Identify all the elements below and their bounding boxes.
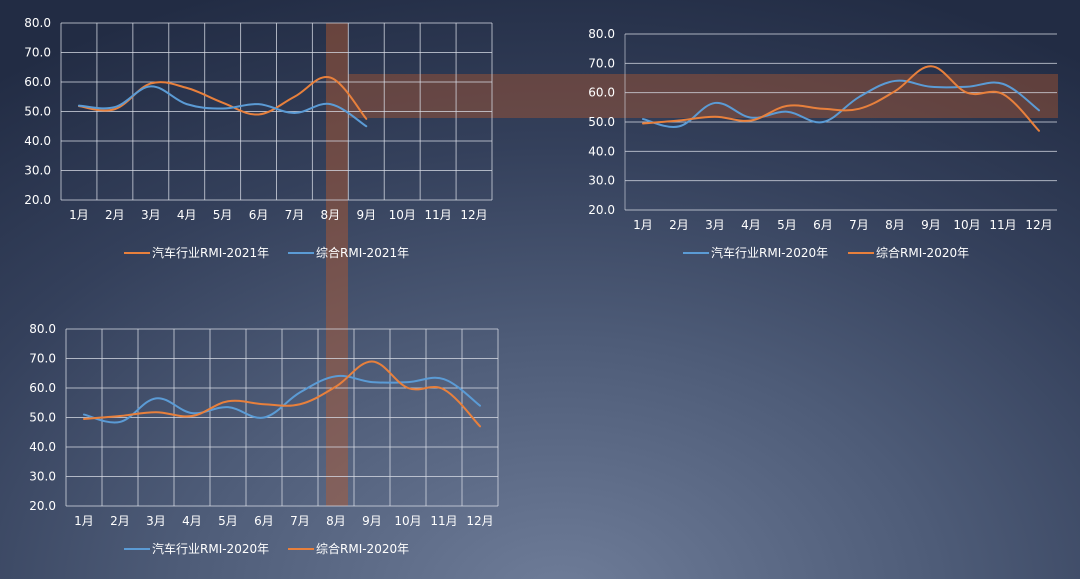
y-tick-label: 60.0 xyxy=(588,86,615,100)
x-tick-label: 10月 xyxy=(953,218,980,232)
x-tick-label: 11月 xyxy=(989,218,1016,232)
x-tick-label: 7月 xyxy=(849,218,869,232)
y-tick-label: 70.0 xyxy=(588,56,615,70)
x-tick-label: 5月 xyxy=(777,218,797,232)
series-line-2 xyxy=(77,85,368,128)
y-tick-label: 20.0 xyxy=(29,499,56,513)
y-tick-label: 80.0 xyxy=(588,27,615,41)
y-tick-label: 30.0 xyxy=(588,174,615,188)
x-tick-label: 10月 xyxy=(389,208,416,222)
x-tick-label: 5月 xyxy=(213,208,233,222)
x-tick-label: 3月 xyxy=(705,218,725,232)
x-tick-label: 9月 xyxy=(362,514,382,528)
x-tick-label: 3月 xyxy=(146,514,166,528)
legend-label: 综合RMI-2020年 xyxy=(876,245,969,260)
x-tick-label: 1月 xyxy=(69,208,89,222)
legend-label: 综合RMI-2020年 xyxy=(316,541,409,556)
y-tick-label: 70.0 xyxy=(29,352,56,366)
x-tick-label: 2月 xyxy=(105,208,125,222)
highlight-bands xyxy=(326,23,1058,506)
x-tick-label: 1月 xyxy=(633,218,653,232)
y-tick-label: 50.0 xyxy=(29,411,56,425)
x-tick-label: 9月 xyxy=(921,218,941,232)
y-tick-label: 80.0 xyxy=(24,16,51,30)
x-tick-label: 1月 xyxy=(74,514,94,528)
x-tick-label: 9月 xyxy=(356,208,376,222)
x-tick-label: 6月 xyxy=(254,514,274,528)
series-line-2 xyxy=(642,65,1040,132)
y-tick-label: 50.0 xyxy=(588,115,615,129)
x-tick-label: 7月 xyxy=(285,208,305,222)
y-tick-label: 30.0 xyxy=(29,470,56,484)
x-tick-label: 11月 xyxy=(424,208,451,222)
x-tick-label: 2月 xyxy=(669,218,689,232)
x-tick-label: 6月 xyxy=(813,218,833,232)
x-tick-label: 7月 xyxy=(290,514,310,528)
y-tick-label: 40.0 xyxy=(588,144,615,158)
line-chart-1: 20.0 30.0 40.0 50.0 60.0 70.0 80.0 1月 2月 3月 4月 5月 6月… xyxy=(24,16,493,260)
y-tick-label: 40.0 xyxy=(24,134,51,148)
x-tick-label: 8月 xyxy=(885,218,905,232)
line-chart-3: 20.0 30.0 40.0 50.0 60.0 70.0 80.0 1月 2月 3月 4月 5月 6月… xyxy=(29,322,499,556)
x-tick-label: 10月 xyxy=(394,514,421,528)
series-line-1 xyxy=(83,374,481,424)
x-tick-label: 8月 xyxy=(326,514,346,528)
legend-label: 汽车行业RMI-2020年 xyxy=(711,245,828,260)
legend-label: 汽车行业RMI-2021年 xyxy=(152,245,269,260)
x-tick-label: 3月 xyxy=(141,208,161,222)
y-tick-label: 50.0 xyxy=(24,105,51,119)
y-tick-label: 60.0 xyxy=(29,381,56,395)
legend-label: 汽车行业RMI-2020年 xyxy=(152,541,269,556)
series-line-1 xyxy=(642,79,1040,128)
legend-label: 综合RMI-2021年 xyxy=(316,245,409,260)
x-tick-label: 12月 xyxy=(1025,218,1052,232)
x-tick-label: 4月 xyxy=(741,218,761,232)
y-tick-label: 20.0 xyxy=(24,193,51,207)
charts-layer: 20.0 30.0 40.0 50.0 60.0 70.0 80.0 1月 2月 3月 4月 5月 6月… xyxy=(24,16,1057,556)
y-tick-label: 80.0 xyxy=(29,322,56,336)
x-tick-label: 11月 xyxy=(430,514,457,528)
vertical-highlight-band xyxy=(326,23,348,506)
x-tick-label: 6月 xyxy=(249,208,269,222)
horizontal-highlight-band xyxy=(348,74,1058,118)
series-line-1 xyxy=(77,75,368,120)
y-tick-label: 30.0 xyxy=(24,164,51,178)
x-tick-label: 2月 xyxy=(110,514,130,528)
y-tick-label: 40.0 xyxy=(29,440,56,454)
y-tick-label: 60.0 xyxy=(24,75,51,89)
x-tick-label: 12月 xyxy=(460,208,487,222)
y-tick-label: 20.0 xyxy=(588,203,615,217)
x-tick-label: 8月 xyxy=(321,208,341,222)
y-tick-label: 70.0 xyxy=(24,46,51,60)
x-tick-label: 12月 xyxy=(466,514,493,528)
x-tick-label: 4月 xyxy=(182,514,202,528)
x-tick-label: 4月 xyxy=(177,208,197,222)
line-chart-2: 20.0 30.0 40.0 50.0 60.0 70.0 80.0 1月 2月 3月 4月 5月 6月… xyxy=(588,27,1057,260)
x-tick-label: 5月 xyxy=(218,514,238,528)
series-line-2 xyxy=(83,360,481,428)
